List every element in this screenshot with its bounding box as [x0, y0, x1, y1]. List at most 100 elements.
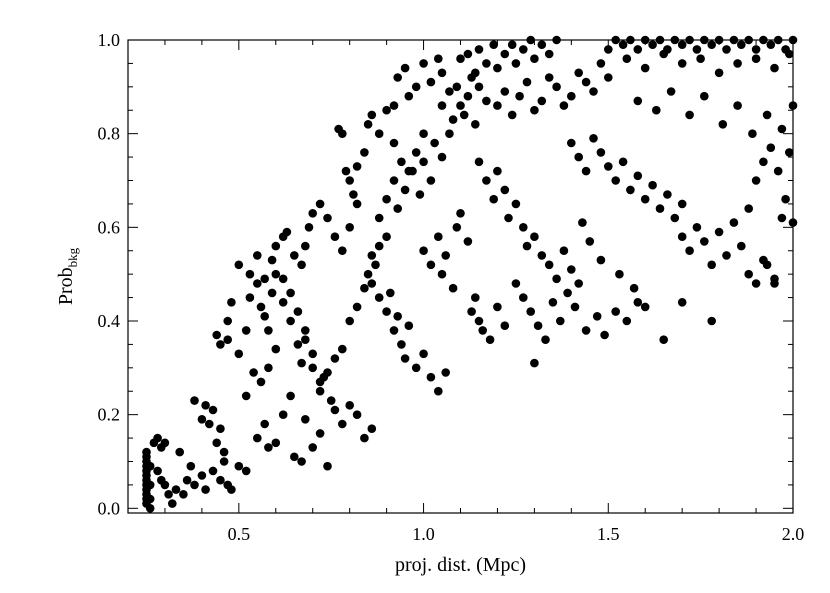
data-point [367, 424, 377, 434]
data-point [692, 223, 702, 232]
data-point [241, 391, 251, 401]
data-point [629, 283, 639, 293]
data-point [718, 120, 728, 129]
data-point [208, 405, 218, 415]
data-point [400, 185, 410, 195]
data-point [578, 218, 587, 227]
data-point [544, 260, 554, 270]
data-point [145, 461, 155, 471]
data-point [400, 63, 410, 73]
data-point [696, 54, 705, 63]
data-point [426, 77, 436, 87]
data-point [374, 241, 384, 251]
axis-ticks [127, 39, 794, 513]
data-point [145, 494, 155, 504]
data-point [338, 344, 347, 354]
data-point [430, 138, 439, 148]
data-point [707, 40, 716, 49]
data-point [574, 152, 583, 162]
data-point [504, 213, 513, 223]
data-point [256, 377, 266, 387]
data-point [652, 105, 661, 115]
data-point [308, 349, 318, 359]
data-point [223, 335, 232, 345]
data-point [234, 260, 244, 270]
data-point [393, 73, 403, 82]
data-point [467, 73, 476, 82]
y-tick-label: 1.0 [98, 30, 121, 50]
data-point [530, 232, 539, 241]
data-point [241, 326, 251, 335]
data-point [530, 105, 539, 115]
x-axis-label: proj. dist. (Mpc) [395, 554, 526, 576]
data-point [271, 438, 281, 448]
data-point [700, 91, 709, 101]
y-axis-label: Probbkg [55, 247, 80, 305]
data-point [282, 227, 292, 237]
data-point [519, 223, 528, 232]
data-point [315, 386, 325, 396]
data-point [685, 246, 694, 255]
data-point [507, 110, 517, 120]
data-point [666, 87, 676, 96]
data-point [729, 218, 739, 227]
x-tick-label: 1.5 [597, 524, 620, 544]
data-point [153, 466, 162, 476]
data-point [382, 232, 391, 241]
data-point [537, 40, 547, 49]
data-point [323, 213, 332, 223]
data-point [419, 59, 428, 68]
data-point [751, 45, 761, 54]
data-point [618, 40, 628, 49]
data-point [389, 138, 399, 148]
data-point [663, 190, 672, 199]
data-point [574, 68, 583, 78]
data-point [785, 49, 794, 59]
data-point [766, 143, 776, 152]
data-point [500, 87, 510, 96]
data-point [589, 87, 598, 96]
data-point [626, 185, 635, 195]
data-point [515, 91, 524, 101]
x-tick-label: 1.0 [412, 524, 435, 544]
data-point [511, 59, 521, 68]
data-point [471, 120, 480, 129]
data-point [748, 129, 757, 138]
data-point [160, 438, 170, 448]
data-point [733, 101, 742, 110]
data-point [216, 340, 225, 349]
x-tick-labels: 0.5 1.0 1.5 2.0 [228, 524, 805, 544]
data-point [519, 293, 528, 302]
data-point [404, 321, 414, 331]
y-axis-label-main: Prob [55, 267, 77, 305]
data-point [737, 40, 746, 49]
data-point [227, 485, 236, 494]
data-point [367, 251, 377, 260]
data-point [249, 368, 258, 377]
data-point [234, 349, 244, 359]
svg-text:Probbkg: Probbkg [55, 247, 80, 305]
data-point [596, 148, 606, 157]
data-point [737, 241, 746, 251]
data-point [692, 45, 702, 54]
data-point [389, 101, 399, 110]
data-point [216, 475, 225, 485]
data-point [434, 54, 443, 63]
data-point [437, 269, 447, 279]
data-point [212, 438, 221, 448]
data-point [360, 433, 369, 443]
data-point [293, 340, 303, 349]
data-point [252, 279, 262, 288]
data-point [256, 302, 266, 312]
data-point [345, 176, 355, 185]
data-point [301, 241, 310, 251]
data-point [544, 49, 554, 59]
data-point [286, 391, 295, 401]
data-point [286, 288, 295, 298]
data-point [382, 307, 391, 316]
data-point [581, 166, 591, 176]
data-point [519, 45, 528, 54]
data-point [567, 265, 576, 274]
y-tick-label: 0.0 [98, 498, 121, 518]
data-point [252, 251, 262, 260]
